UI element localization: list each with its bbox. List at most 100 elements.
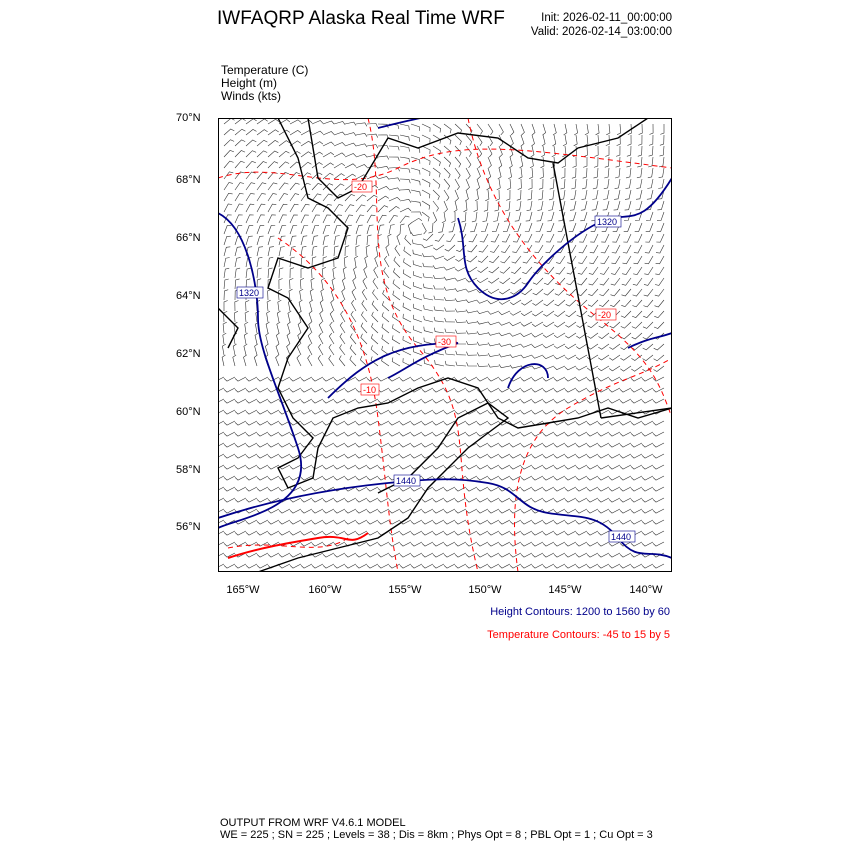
wind-barb [256, 409, 269, 415]
wind-barb [454, 167, 461, 179]
wind-barb [520, 376, 533, 382]
wind-barb [344, 486, 357, 492]
wind-barb [223, 409, 236, 415]
wind-barb [575, 354, 588, 360]
wind-barb [575, 541, 588, 547]
wind-barb [423, 359, 434, 367]
wind-barb [388, 530, 401, 536]
plot-title: IWFAQRP Alaska Real Time WRF [217, 8, 505, 29]
wind-barb [535, 233, 544, 243]
wind-barb [333, 142, 346, 147]
wind-barb [256, 171, 267, 180]
wind-barb [307, 343, 313, 356]
wind-barb [300, 475, 313, 481]
wind-barb [524, 222, 533, 232]
wind-barb [333, 530, 346, 536]
wind-barb [654, 288, 665, 297]
wind-barb [256, 398, 269, 404]
wind-barb [333, 475, 346, 481]
wind-barb [322, 398, 335, 404]
height-label: 1320 [239, 288, 259, 298]
wind-barb [498, 497, 511, 503]
legend-temperature: Temperature (C) [221, 63, 309, 77]
wind-barb [234, 139, 246, 147]
wind-barb [487, 420, 500, 426]
wind-barb [267, 519, 280, 525]
wind-barb [586, 497, 599, 503]
wind-barb [465, 167, 471, 180]
wind-barb [597, 475, 610, 481]
wind-barb [340, 310, 346, 323]
wind-barb [498, 431, 511, 437]
wind-barb [344, 508, 357, 514]
wind-barb [509, 519, 522, 525]
wind-barb [333, 420, 346, 426]
wind-barb [508, 167, 512, 180]
wind-barb [381, 356, 390, 367]
wind-barb [322, 475, 335, 481]
wind-barb [267, 475, 280, 481]
wind-barb [589, 255, 599, 265]
wind-barb [616, 123, 622, 135]
wind-barb [388, 215, 398, 224]
lat-tick: 58°N [176, 464, 201, 476]
wind-barb [322, 193, 333, 202]
wind-barb [521, 288, 533, 296]
wind-barb [311, 420, 324, 426]
wind-barb [309, 288, 314, 301]
wind-barb [333, 508, 346, 514]
wind-barb [399, 198, 412, 203]
wind-barb [333, 131, 346, 136]
wind-barb [564, 387, 577, 393]
wind-barb [509, 442, 522, 448]
wind-barb [391, 357, 401, 367]
wind-barb [516, 189, 522, 201]
wind-barb [609, 354, 621, 361]
wind-barb [223, 541, 236, 547]
wind-barb [487, 299, 500, 305]
wind-barb [410, 398, 423, 404]
wind-barb [476, 409, 489, 415]
wind-barb [223, 139, 235, 147]
wind-barb [421, 387, 434, 393]
wind-barb [520, 310, 533, 316]
wind-barb [454, 189, 459, 202]
wind-barb [223, 118, 235, 125]
wind-barb [487, 486, 500, 492]
wind-barb [476, 464, 489, 470]
wind-barb [476, 398, 489, 404]
wind-barb [388, 486, 401, 492]
wind-barb [501, 244, 511, 253]
wind-barb [441, 211, 446, 224]
wind-barb [307, 354, 313, 367]
wind-barb [245, 387, 258, 393]
wind-barb [223, 387, 236, 393]
wind-barb [509, 354, 522, 358]
wind-barb [267, 376, 280, 382]
wind-barb [353, 266, 357, 279]
wind-barb [630, 442, 643, 448]
wind-barb [641, 398, 654, 404]
wind-barb [638, 134, 643, 146]
wind-barb [351, 288, 357, 301]
wind-barb [454, 178, 460, 191]
wind-barb [487, 508, 500, 514]
wind-barb [465, 464, 478, 470]
wind-barb [653, 354, 665, 362]
wind-barb [575, 497, 588, 503]
wind-barb [531, 530, 544, 536]
wind-barb [555, 266, 566, 275]
lat-tick: 60°N [176, 406, 201, 418]
wind-barb [432, 420, 445, 426]
wind-barb [555, 277, 566, 286]
wind-barb [577, 266, 588, 275]
wind-barb [630, 541, 643, 547]
wind-barb [410, 486, 423, 492]
wind-barb [608, 387, 621, 393]
wind-barb [300, 508, 313, 514]
wind-barb [552, 123, 557, 136]
wind-barb [620, 310, 632, 318]
wind-barb [322, 256, 327, 268]
temperature-label: -20 [598, 310, 611, 320]
wind-barb [234, 497, 247, 503]
